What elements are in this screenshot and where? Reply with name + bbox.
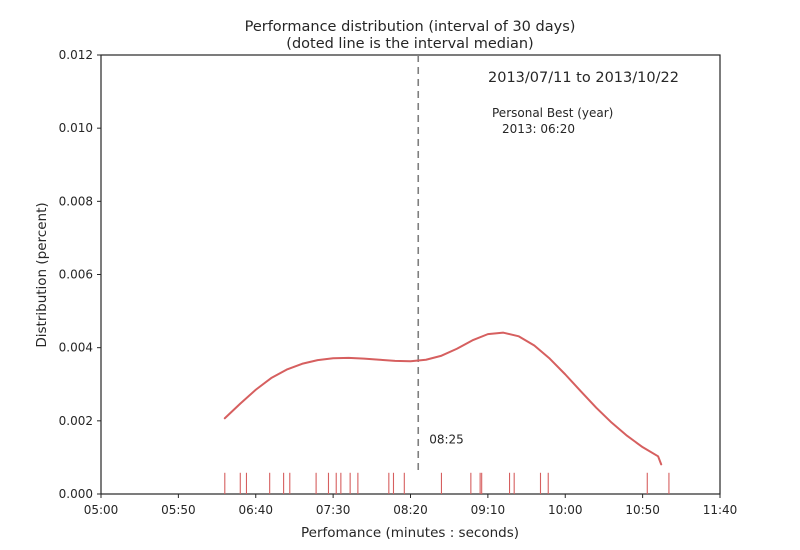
y-tick-label: 0.012 bbox=[59, 48, 93, 62]
y-axis-label: Distribution (percent) bbox=[34, 202, 50, 347]
y-axis-ticks: 0.000 0.002 0.004 0.006 0.008 0.010 0.012 bbox=[59, 48, 101, 501]
density-line bbox=[223, 331, 663, 466]
x-tick-label: 06:40 bbox=[238, 503, 273, 517]
y-tick-label: 0.002 bbox=[59, 414, 93, 428]
x-tick-label: 10:00 bbox=[548, 503, 583, 517]
x-tick-label: 05:50 bbox=[161, 503, 196, 517]
rug-marks bbox=[224, 472, 670, 494]
series-group bbox=[223, 331, 663, 466]
x-tick-label: 08:20 bbox=[393, 503, 428, 517]
x-tick-label: 09:10 bbox=[471, 503, 506, 517]
plot-frame bbox=[100, 54, 721, 495]
y-tick-label: 0.000 bbox=[59, 487, 93, 501]
x-tick-label: 05:00 bbox=[84, 503, 119, 517]
median-group: 08:25 bbox=[417, 55, 464, 473]
x-tick-label: 11:40 bbox=[703, 503, 738, 517]
date-range-annotation: 2013/07/11 to 2013/10/22 bbox=[488, 70, 679, 86]
x-axis-ticks: 05:00 05:50 06:40 07:30 08:20 09:10 10:00 10:50… bbox=[84, 494, 738, 517]
y-tick-label: 0.010 bbox=[59, 121, 93, 135]
y-tick-label: 0.006 bbox=[59, 268, 93, 282]
y-tick-label: 0.004 bbox=[59, 341, 93, 355]
x-tick-label: 10:50 bbox=[625, 503, 660, 517]
personal-best-title: Personal Best (year) bbox=[492, 106, 613, 120]
y-tick-label: 0.008 bbox=[59, 194, 93, 208]
median-label: 08:25 bbox=[429, 433, 464, 447]
chart-title: Performance distribution (interval of 30… bbox=[245, 19, 576, 35]
chart-subtitle: (doted line is the interval median) bbox=[286, 36, 533, 52]
personal-best-value: 2013: 06:20 bbox=[502, 122, 575, 136]
x-tick-label: 07:30 bbox=[316, 503, 351, 517]
x-axis-label: Perfomance (minutes : seconds) bbox=[301, 525, 519, 541]
